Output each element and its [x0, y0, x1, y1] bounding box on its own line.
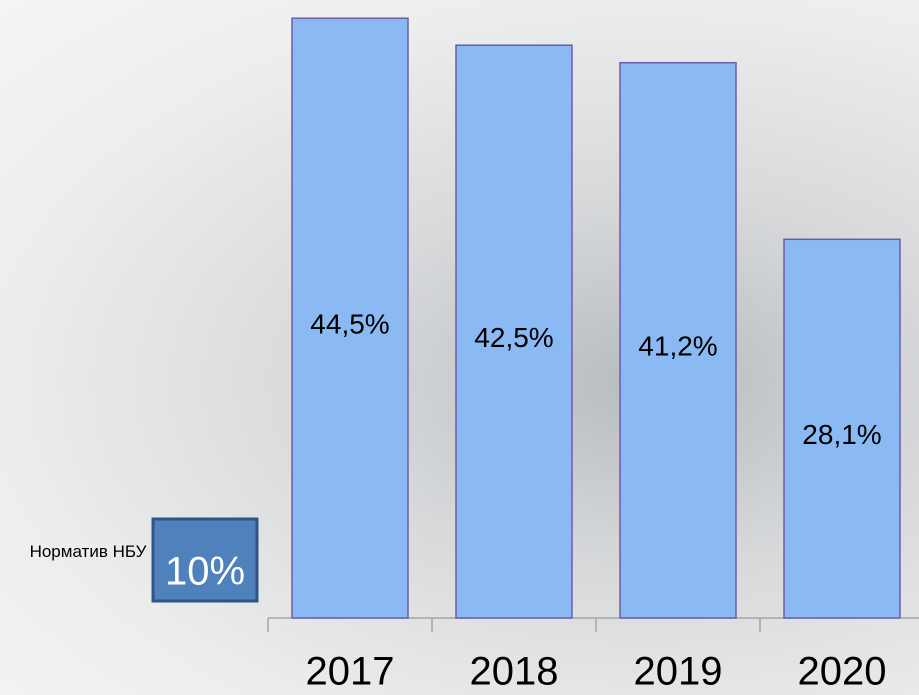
- x-tick-label: 2020: [798, 650, 887, 694]
- slide: 44,5%201742,5%201841,2%201928,1%202010% …: [0, 0, 919, 695]
- x-tick-label: 2019: [634, 650, 723, 694]
- chart: 44,5% 2017 42,5% 2018 41,2% 2019 28,1% 2020 10%: [0, 0, 919, 695]
- x-tick-label: 2017: [306, 650, 395, 694]
- value-label: 28,1%: [802, 419, 881, 450]
- value-label: 44,5%: [310, 309, 389, 340]
- x-tick-label: 2018: [470, 650, 559, 694]
- value-label: 41,2%: [638, 331, 717, 362]
- value-label: 42,5%: [474, 322, 553, 353]
- reference-value: 10%: [165, 550, 245, 594]
- reference-label: Норматив НБУ: [28, 538, 148, 565]
